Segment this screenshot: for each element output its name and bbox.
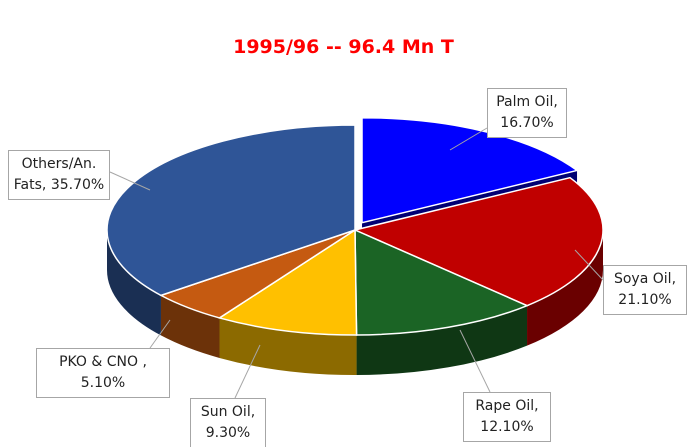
data-label: Others/An. Fats, 35.70% [8,150,110,200]
chart-title: 1995/96 -- 96.4 Mn T [233,36,454,58]
label-category: Soya Oil [613,271,672,287]
leader-line [449,127,488,151]
label-category: PKO & CNO [59,354,143,370]
data-label: Palm Oil, 16.70% [487,88,567,138]
label-category: Sun Oil [200,404,251,420]
slice [361,116,579,224]
leader-line [234,344,261,399]
label-category: Rape Oil [475,398,535,414]
leader-line [574,249,604,281]
label-separator: , [671,271,677,287]
label-separator: , [41,177,51,193]
label-value: 5.10% [80,375,126,391]
slice [217,228,358,336]
label-category: Others/An. Fats [13,156,97,193]
slice-side [160,295,220,358]
label-value: 9.30% [205,425,251,441]
data-label: Sun Oil, 9.30% [190,398,266,447]
leader-line [109,171,151,191]
label-separator: , [534,398,539,414]
slice [352,176,604,307]
label-separator: , [250,404,256,420]
leader-line [149,319,171,349]
slice-side [106,230,161,336]
label-separator: , [142,354,147,370]
label-value: 12.10% [480,419,534,435]
label-value: 16.70% [500,115,554,131]
slice [354,228,529,336]
data-label: Rape Oil, 12.10% [463,392,551,442]
label-separator: , [553,94,558,110]
label-value: 35.70% [50,177,105,193]
label-value: 21.10% [618,292,672,308]
label-category: Palm Oil [496,94,554,110]
leader-line [459,329,491,393]
slice-side [356,305,528,375]
data-label: PKO & CNO , 5.10% [36,348,170,398]
data-label: Soya Oil, 21.10% [603,265,687,315]
slice-side [527,230,603,346]
slice-side [219,317,357,375]
slice [106,124,356,297]
